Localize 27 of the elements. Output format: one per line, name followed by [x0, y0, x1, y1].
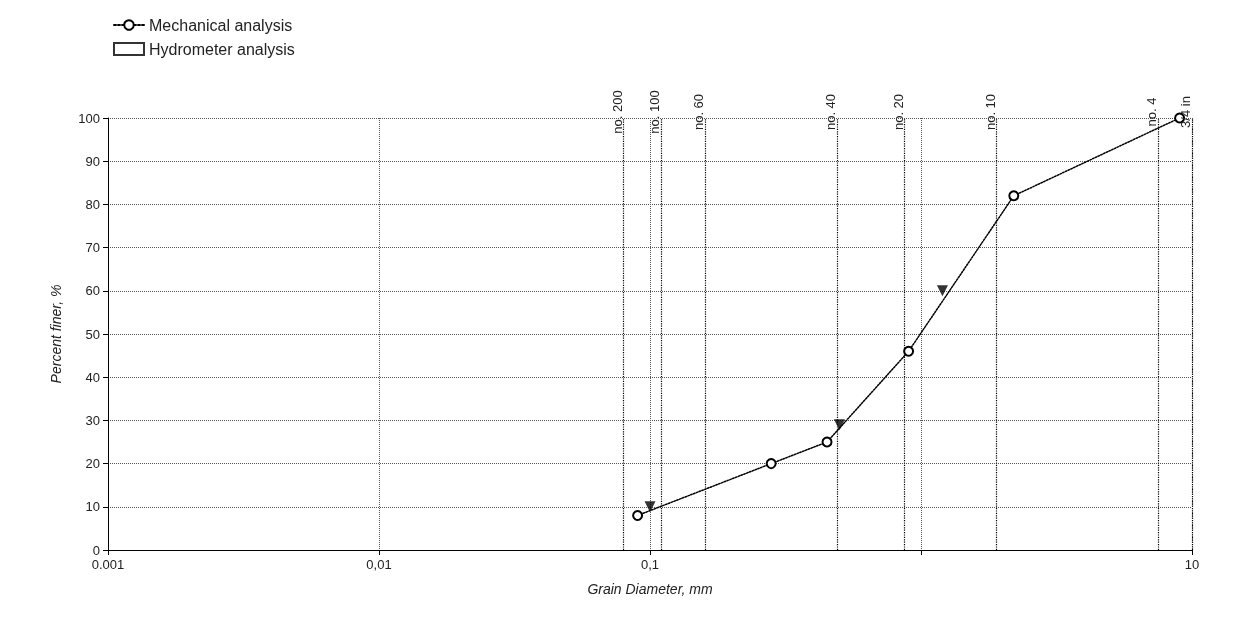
ref-line-label: no. 4 — [1144, 97, 1160, 127]
y-tick-label: 90 — [85, 153, 100, 169]
y-tick-label: 60 — [85, 283, 100, 299]
legend-label: Hydrometer analysis — [149, 40, 295, 58]
y-axis-title: Percent finer, % — [48, 284, 64, 384]
y-tick-label: 20 — [85, 456, 100, 472]
y-tick-label: 40 — [85, 369, 100, 385]
y-tick-label: 30 — [85, 412, 100, 428]
y-tick-label: 80 — [85, 196, 100, 212]
y-tick-label: 50 — [85, 326, 100, 342]
x-tick-label: 0,1 — [640, 557, 660, 572]
ref-line-label: no. 60 — [691, 93, 707, 131]
x-tick-label: 0,01 — [366, 557, 392, 572]
ref-line-label: 3/4 in — [1178, 96, 1193, 128]
x-tick-label: 0.001 — [91, 557, 125, 572]
ref-line-label: no. 100 — [647, 90, 663, 134]
ref-line-label: no. 200 — [609, 90, 625, 134]
ref-line-label: no. 10 — [982, 93, 998, 131]
x-axis-title: Grain Diameter, mm — [587, 581, 713, 597]
ref-line-label: no. 20 — [890, 93, 906, 131]
y-tick-label: 100 — [78, 110, 100, 126]
legend-label: Mechanical analysis — [149, 16, 293, 34]
x-tick-label: 10 — [1184, 557, 1200, 572]
ref-line-label: no. 40 — [823, 93, 839, 131]
y-tick-label: 10 — [85, 499, 100, 515]
y-tick-label: 70 — [85, 240, 100, 256]
y-tick-label: 0 — [92, 542, 100, 558]
